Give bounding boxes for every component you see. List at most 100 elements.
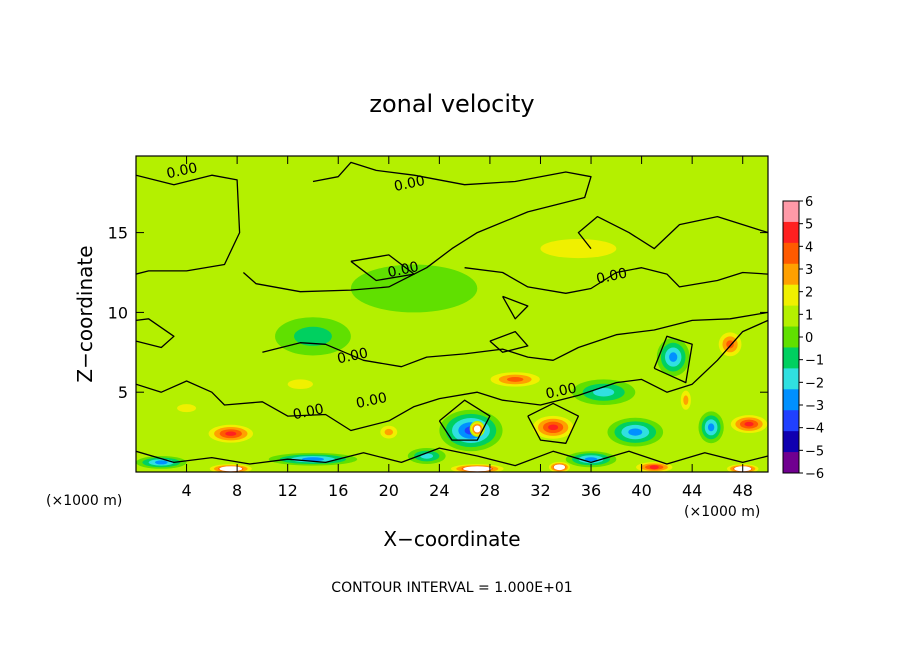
colorbar-band bbox=[783, 347, 799, 369]
contour-line bbox=[136, 447, 768, 467]
contour-line bbox=[502, 295, 529, 320]
field-blob bbox=[177, 404, 197, 413]
field-blob bbox=[593, 387, 615, 397]
colorbar: 6 5 4 3 2 1 0 −1 −2 −3 −4 −5 −6 bbox=[782, 195, 824, 482]
x-tick-label: 48 bbox=[733, 481, 753, 500]
colorbar-tick-label: −3 bbox=[805, 399, 824, 414]
x-tick-label: 20 bbox=[379, 481, 399, 500]
x-tick-label: 4 bbox=[181, 481, 191, 500]
colorbar-tick-label: 5 bbox=[805, 218, 813, 233]
x-tick-label: 44 bbox=[682, 481, 702, 500]
x-tick-label: 16 bbox=[328, 481, 348, 500]
colorbar-band bbox=[783, 305, 799, 327]
colorbar-band bbox=[783, 368, 799, 390]
x-tick-label: 36 bbox=[581, 481, 601, 500]
plot-frame bbox=[135, 155, 769, 473]
x-tick-label: 32 bbox=[530, 481, 550, 500]
contour-line bbox=[262, 311, 768, 368]
contour-line bbox=[577, 215, 768, 250]
field-blob bbox=[744, 421, 754, 427]
contour-line bbox=[242, 161, 592, 293]
colorbar-tick-label: −5 bbox=[805, 444, 824, 459]
colorbar-band bbox=[783, 326, 799, 348]
contour-line bbox=[464, 267, 768, 294]
colorbar-tick-label: 3 bbox=[805, 263, 813, 278]
colorbar-band bbox=[783, 201, 799, 223]
field-blob bbox=[726, 340, 734, 349]
field-blob bbox=[350, 264, 478, 313]
x-tick-label: 12 bbox=[278, 481, 298, 500]
y-axis-label: Z−coordinate bbox=[73, 245, 97, 382]
contour-label: 0.00 bbox=[386, 259, 420, 281]
field-blob bbox=[669, 352, 678, 362]
velocity-field bbox=[136, 156, 768, 472]
x-unit-left: (×1000 m) bbox=[46, 493, 122, 509]
colorbar-band bbox=[783, 242, 799, 265]
field-blob bbox=[473, 425, 481, 433]
field-blob bbox=[707, 423, 715, 432]
contour-label: 0.00 bbox=[355, 390, 389, 412]
contour-line bbox=[527, 402, 580, 444]
colorbar-band bbox=[783, 389, 799, 411]
contour-line bbox=[489, 330, 529, 353]
field-blob bbox=[463, 466, 492, 472]
contour-line bbox=[136, 174, 241, 275]
colorbar-tick-label: 2 bbox=[805, 286, 813, 301]
y-axis-ticks: 5 10 15 bbox=[108, 224, 768, 402]
field-blob bbox=[287, 379, 313, 390]
y-tick-label: 15 bbox=[108, 224, 128, 243]
contour-line bbox=[350, 254, 415, 282]
x-tick-label: 40 bbox=[631, 481, 651, 500]
field-blob bbox=[225, 431, 237, 436]
field-blob bbox=[628, 428, 643, 436]
contour-label: 0.00 bbox=[165, 160, 199, 182]
colorbar-tick-label: −1 bbox=[805, 354, 824, 369]
contour-label: 0.00 bbox=[595, 265, 629, 287]
contour-label: 0.00 bbox=[393, 173, 427, 195]
colorbar-tick-label: 4 bbox=[805, 240, 813, 255]
field-blob bbox=[548, 424, 559, 431]
y-tick-label: 10 bbox=[108, 303, 128, 322]
colorbar-tick-label: 6 bbox=[805, 195, 813, 210]
colorbar-band bbox=[783, 284, 799, 307]
x-tick-label: 8 bbox=[232, 481, 242, 500]
colorbar-tick-label: −2 bbox=[805, 376, 824, 391]
colorbar-tick-label: 0 bbox=[805, 331, 813, 346]
field-blob bbox=[584, 457, 598, 462]
contour-label: 0.00 bbox=[292, 401, 326, 423]
chart-title: zonal velocity bbox=[369, 90, 534, 118]
colorbar-tick-label: −6 bbox=[805, 467, 824, 482]
x-unit-right: (×1000 m) bbox=[684, 504, 760, 520]
contour-interval: CONTOUR INTERVAL = 1.000E+01 bbox=[331, 580, 572, 596]
contour-line bbox=[653, 335, 693, 384]
field-blob bbox=[683, 395, 689, 405]
colorbar-band bbox=[783, 431, 799, 453]
colorbar-band bbox=[783, 452, 799, 474]
contour-label: 0.00 bbox=[336, 345, 370, 367]
contour-label: 0.00 bbox=[544, 380, 578, 402]
y-tick-label: 5 bbox=[118, 383, 128, 402]
field-blob bbox=[219, 466, 243, 472]
colorbar-band bbox=[783, 410, 799, 432]
contour-line bbox=[136, 318, 175, 349]
field-blob bbox=[540, 238, 617, 259]
field-blob bbox=[384, 428, 394, 436]
field-blob bbox=[616, 176, 743, 225]
colorbar-tick-label: −4 bbox=[805, 422, 824, 437]
colorbar-tick-label: 1 bbox=[805, 308, 813, 323]
x-axis-ticks: 4 8 12 16 20 24 28 32 36 40 44 48 bbox=[181, 156, 753, 500]
colorbar-band bbox=[783, 263, 799, 286]
field-blob bbox=[294, 326, 332, 346]
x-tick-label: 28 bbox=[480, 481, 500, 500]
field-blob bbox=[553, 464, 566, 471]
x-tick-label: 24 bbox=[429, 481, 449, 500]
field-blob bbox=[649, 465, 659, 470]
zero-contours: 0.00 0.00 0.00 0.00 0.00 0.00 0.00 0.00 bbox=[136, 160, 768, 467]
colorbar-band bbox=[783, 221, 799, 244]
contour-line bbox=[136, 319, 768, 432]
contour-line bbox=[438, 399, 491, 441]
x-axis-label: X−coordinate bbox=[383, 527, 520, 551]
field-blob bbox=[506, 377, 524, 382]
field-blob bbox=[154, 460, 168, 465]
